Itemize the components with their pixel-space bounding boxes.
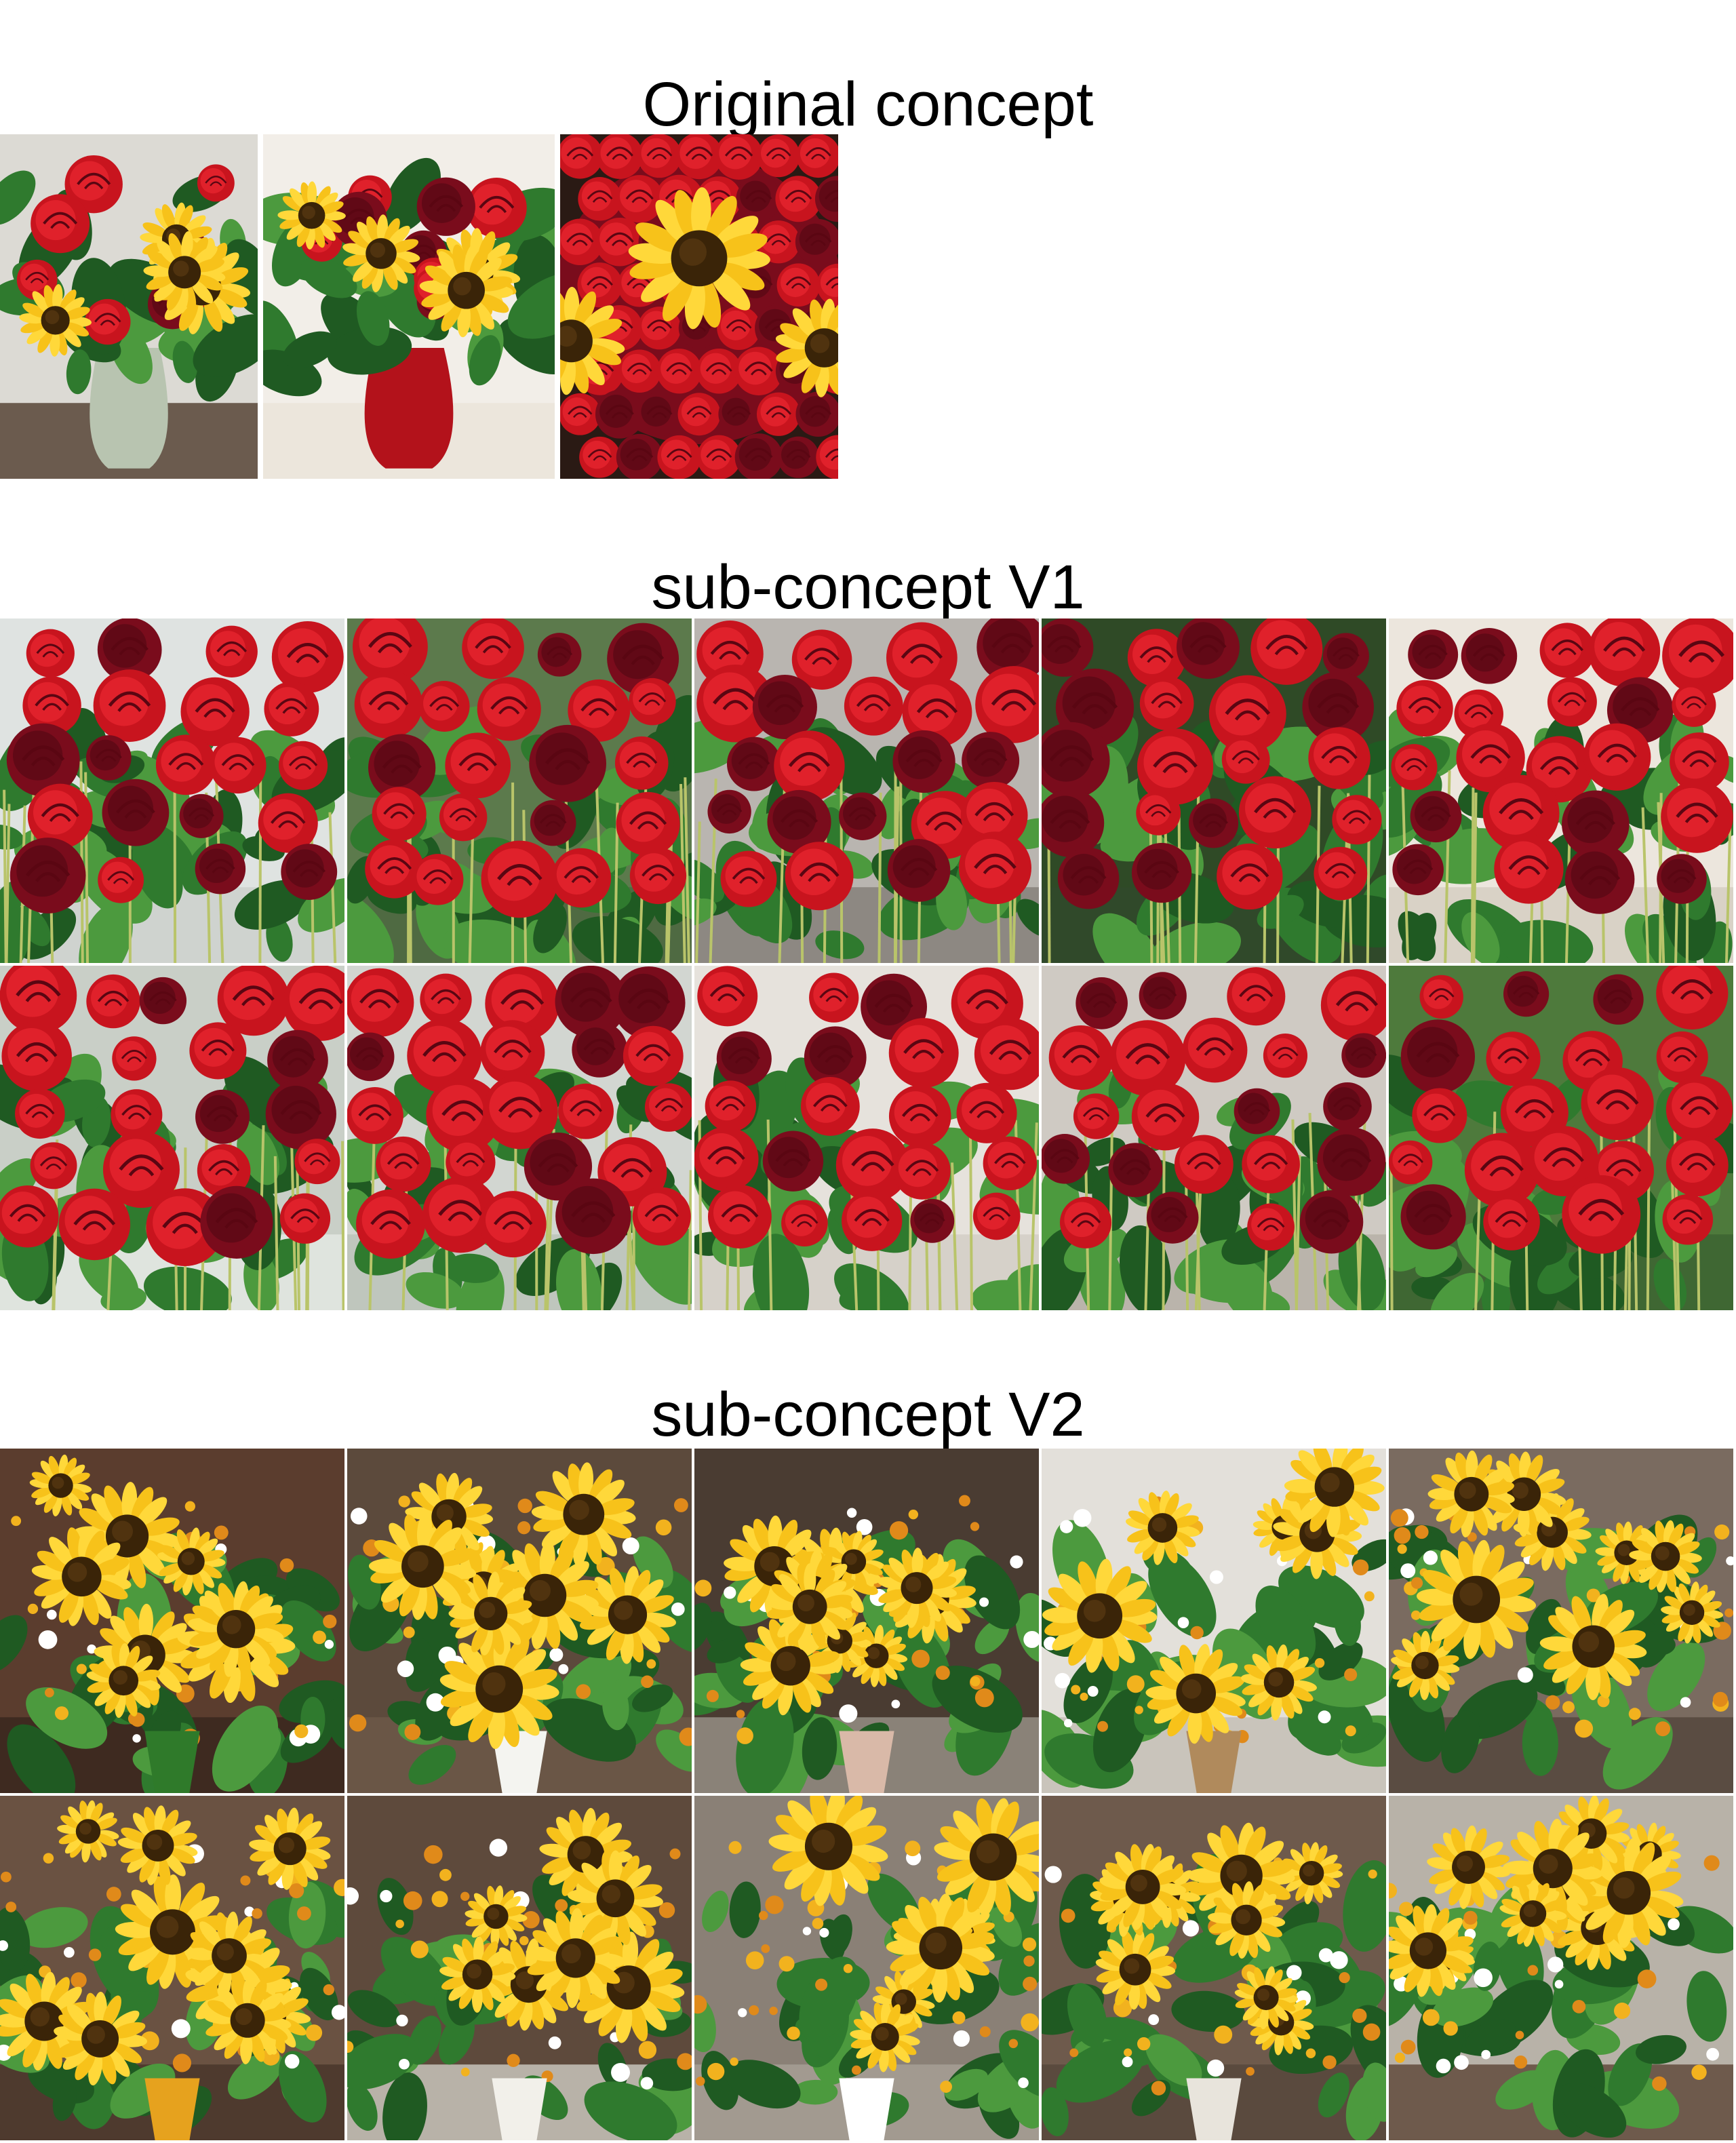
roses-bouquet-image: [1389, 618, 1733, 963]
sunflowers-bouquet-image: [694, 1449, 1039, 1793]
sunflowers-bouquet-image: [0, 1796, 344, 2140]
roses-bouquet-image: [347, 618, 692, 963]
mixed-bouquet-image: [263, 134, 555, 479]
sunflowers-bouquet-image: [1042, 1796, 1386, 2140]
section-title-v1: sub-concept V1: [651, 553, 1085, 622]
sunflowers-bouquet-image: [694, 1796, 1039, 2140]
section-title-original: Original concept: [642, 70, 1094, 139]
roses-bouquet-image: [1042, 966, 1386, 1310]
roses-bouquet-image: [0, 618, 344, 963]
roses-bouquet-image: [347, 966, 692, 1310]
roses-bouquet-image: [1042, 618, 1386, 963]
sunflowers-bouquet-image: [347, 1449, 692, 1793]
sunflowers-bouquet-image: [1042, 1449, 1386, 1793]
sunflowers-bouquet-image: [1389, 1796, 1733, 2140]
sunflowers-bouquet-image: [347, 1796, 692, 2140]
roses-bouquet-image: [694, 618, 1039, 963]
roses-bouquet-image: [694, 966, 1039, 1310]
mixed-bouquet-image: [0, 134, 258, 479]
section-title-v2: sub-concept V2: [651, 1380, 1085, 1449]
sunflowers-bouquet-image: [0, 1449, 344, 1793]
roses-bouquet-image: [1389, 966, 1733, 1310]
sunflowers-bouquet-image: [1389, 1449, 1733, 1793]
dome-bouquet-image: [560, 134, 838, 479]
roses-bouquet-image: [0, 966, 344, 1310]
